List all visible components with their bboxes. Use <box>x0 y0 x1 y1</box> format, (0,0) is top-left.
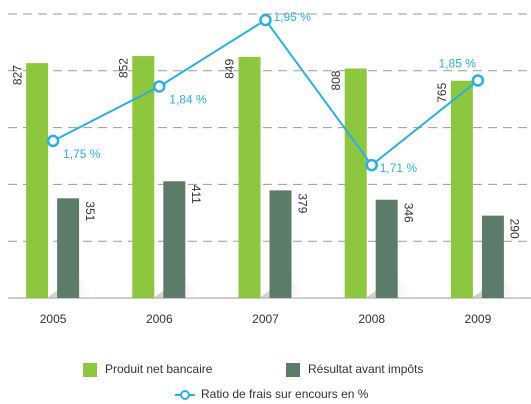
bar-value-label: 290 <box>508 219 522 239</box>
legend-swatch <box>286 363 300 377</box>
line-point <box>46 134 60 148</box>
line-point <box>153 80 166 93</box>
x-tick-label: 2009 <box>465 312 492 326</box>
bar-value-label: 808 <box>329 70 343 90</box>
legend-label: Résultat avant impôts <box>308 362 423 376</box>
bar-value-label: 852 <box>116 58 130 78</box>
legend-marker <box>180 390 190 400</box>
line-value-label: 1,75 % <box>63 147 101 161</box>
bar <box>481 215 504 298</box>
bar <box>57 198 80 298</box>
bar <box>375 199 398 298</box>
bar-value-label: 346 <box>402 203 416 223</box>
line-value-label: 1,84 % <box>169 93 207 107</box>
bar <box>132 56 155 299</box>
legend-swatch <box>83 363 97 377</box>
bar <box>344 68 367 298</box>
bar <box>269 190 292 298</box>
bar <box>238 56 261 298</box>
bar-value-label: 765 <box>435 82 449 102</box>
bar <box>450 80 473 299</box>
line-value-label: 1,95 % <box>274 10 312 24</box>
bar <box>26 63 49 298</box>
x-tick-label: 2008 <box>358 312 385 326</box>
line-value-label: 1,71 % <box>380 161 418 175</box>
legend-label: Produit net bancaire <box>105 362 213 376</box>
line-value-label: 1,85 % <box>439 57 477 71</box>
bar-value-label: 411 <box>189 185 203 204</box>
x-tick-label: 2007 <box>252 312 279 326</box>
line-point <box>365 158 378 172</box>
bar-value-label: 827 <box>10 65 24 85</box>
bar-value-label: 379 <box>295 193 309 213</box>
bar <box>163 181 186 298</box>
legend-label: Ratio de frais sur encours en % <box>201 387 369 401</box>
line-point <box>259 13 272 27</box>
line-point <box>471 74 485 87</box>
line <box>52 18 479 167</box>
bar-value-label: 351 <box>83 201 97 221</box>
x-tick-label: 2006 <box>146 312 173 326</box>
x-tick-label: 2005 <box>40 312 67 326</box>
bar-value-label: 849 <box>223 59 237 79</box>
